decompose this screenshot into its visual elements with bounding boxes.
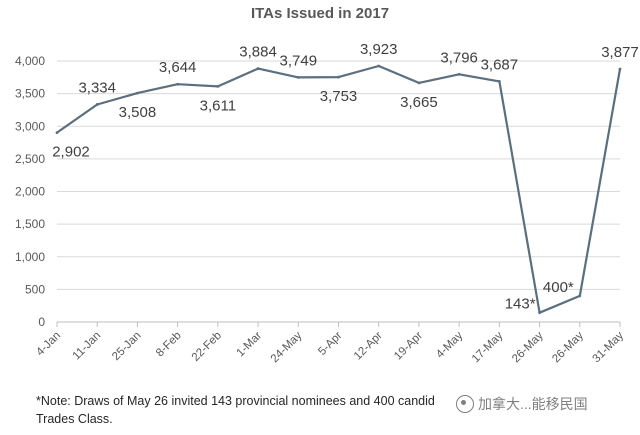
data-point: [55, 131, 59, 135]
data-label: 3,749: [280, 52, 318, 69]
x-tick-label: 4-Jan: [34, 330, 63, 359]
data-point: [95, 103, 99, 106]
x-tick-label: 24-May: [269, 329, 305, 365]
y-tick-label: 1,500: [15, 217, 45, 231]
y-tick-label: 2,000: [15, 185, 45, 199]
data-label: 3,877: [601, 44, 639, 61]
line-chart: 0 500 1,000 1,500 2,000 2,500 3,000 3,500 4,000 4…: [15, 41, 639, 365]
data-label: 3,687: [481, 56, 519, 73]
x-tick-label: 11-Jan: [71, 330, 104, 363]
data-label: 3,508: [119, 104, 157, 121]
footnote-line-2: Trades Class.: [36, 412, 113, 426]
data-label: 400*: [543, 279, 574, 296]
x-tick-label: 19-Apr: [392, 330, 425, 363]
y-tick-label: 500: [25, 282, 45, 296]
chart-title: ITAs Issued in 2017: [250, 5, 390, 22]
data-point: [417, 81, 421, 85]
data-label: 3,665: [400, 94, 438, 111]
data-point: [136, 91, 139, 95]
data-point: [377, 64, 381, 68]
data-point: [578, 294, 582, 298]
x-tick-label: 1-Mar: [234, 330, 264, 360]
data-point: [457, 72, 461, 76]
x-tick-label: 22-Feb: [190, 330, 224, 364]
data-point: [176, 82, 180, 86]
data-label: 143*: [505, 296, 536, 313]
data-label: 3,884: [239, 44, 277, 61]
data-label: 3,796: [440, 49, 478, 66]
y-tick-label: 3,500: [15, 87, 45, 101]
data-label: 3,334: [78, 79, 116, 96]
x-tick-label: 25-Jan: [110, 330, 143, 363]
gridlines: [57, 60, 620, 290]
x-tick-label: 8-Feb: [154, 330, 184, 360]
x-tick-label: 17-May: [470, 329, 506, 365]
wechat-logo-icon: [456, 395, 474, 413]
data-point: [538, 311, 541, 315]
y-tick-label: 4,000: [15, 54, 45, 68]
x-tick-label: 26-May: [510, 329, 546, 365]
y-tick-label: 1,000: [15, 250, 45, 264]
data-point: [296, 75, 300, 79]
y-tick-label: 0: [38, 315, 45, 329]
data-point: [337, 75, 340, 79]
x-tick-label: 31-May: [591, 329, 627, 365]
data-label: 3,644: [159, 59, 197, 76]
data-label: 3,611: [200, 97, 236, 114]
data-point: [256, 67, 260, 70]
x-tick-label: 4-May: [434, 329, 465, 360]
series-line-group: [55, 64, 622, 315]
watermark: 加拿大...能移民国: [456, 394, 588, 414]
data-label: 2,902: [52, 144, 90, 161]
y-tick-label: 3,000: [15, 119, 45, 133]
data-label: 3,753: [320, 88, 358, 105]
x-tick-label: 26-May: [550, 329, 586, 365]
data-point: [497, 80, 501, 83]
x-tick-label: 12-Apr: [352, 330, 385, 363]
watermark-text: 加拿大...能移民国: [478, 396, 588, 412]
x-tick-label: 5-Apr: [316, 330, 344, 358]
footnote: *Note: Draws of May 26 invited 143 provi…: [36, 392, 626, 428]
data-point: [216, 84, 220, 88]
footnote-line-1: *Note: Draws of May 26 invited 143 provi…: [36, 394, 435, 408]
data-label: 3,923: [360, 41, 398, 58]
y-tick-label: 2,500: [15, 152, 45, 166]
data-point: [618, 67, 622, 71]
